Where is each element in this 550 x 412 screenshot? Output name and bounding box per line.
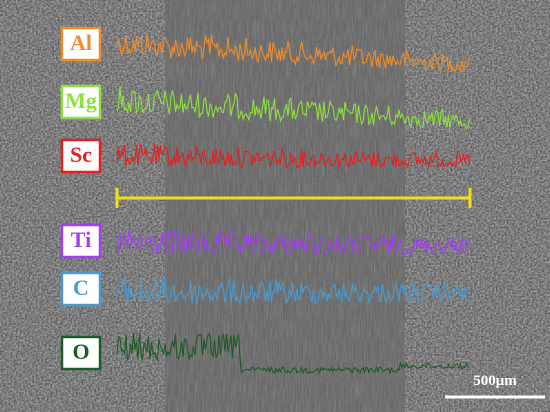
element-label: Mg	[65, 88, 97, 113]
traces	[116, 34, 471, 375]
element-label: Sc	[70, 142, 92, 167]
line-scan-trace	[116, 276, 470, 306]
label-box	[60, 138, 102, 174]
label-box	[60, 223, 102, 259]
scan-line	[115, 188, 472, 208]
line-scan-trace	[116, 34, 471, 74]
scale-label: 500μm	[473, 373, 517, 389]
line-scan-trace	[116, 85, 471, 130]
label-box	[60, 26, 102, 62]
line-scan-trace	[116, 332, 470, 375]
element-label: Al	[70, 30, 92, 55]
labels: Al Mg Sc Ti C O	[60, 26, 102, 371]
wear-texture	[165, 0, 405, 412]
line-scan-trace	[116, 143, 471, 170]
label-box	[60, 335, 102, 371]
label-box	[60, 84, 102, 120]
element-label: C	[73, 275, 89, 300]
element-label: O	[72, 339, 89, 364]
line-scan-trace	[116, 229, 470, 256]
label-box	[60, 271, 102, 307]
element-label: Ti	[71, 227, 91, 252]
